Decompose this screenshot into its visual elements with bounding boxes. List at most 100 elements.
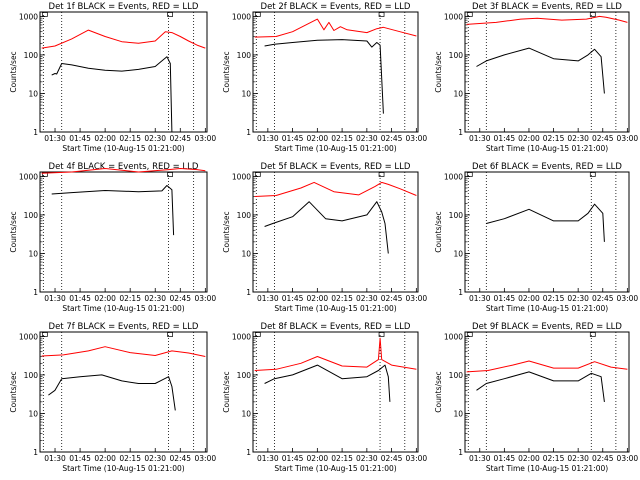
marker-box: [378, 332, 385, 337]
x-tick-label: 02:30: [144, 454, 166, 463]
x-tick-label: 01:45: [494, 294, 516, 303]
x-tick-label: 02:15: [119, 294, 141, 303]
x-tick-label: 02:00: [307, 134, 329, 143]
y-tick-label: 1: [458, 448, 463, 457]
y-tick-label: 10: [28, 409, 38, 418]
panel-2: Det 2f BLACK = Events, RED = LLD 1 10 100 10…: [222, 2, 427, 153]
marker-box: [589, 332, 596, 337]
y-tick-label: 10: [453, 249, 463, 258]
x-tick-label: 02:00: [518, 134, 540, 143]
lld-series-line: [254, 337, 417, 371]
x-tick-label: 03:00: [617, 294, 639, 303]
lld-series-line: [466, 15, 628, 25]
x-tick-label: 03:00: [406, 294, 428, 303]
x-axis-label: Start Time (10-Aug-15 01:21:00): [486, 304, 608, 313]
y-tick-label: 10: [453, 409, 463, 418]
y-tick-label: 100: [24, 211, 39, 220]
x-tick-label: 02:00: [307, 294, 329, 303]
events-series-line: [264, 201, 389, 254]
y-tick-label: 100: [237, 211, 252, 220]
lld-series-line: [254, 181, 417, 197]
x-tick-label: 02:00: [94, 294, 116, 303]
y-tick-label: 1000: [232, 332, 251, 341]
y-tick-label: 10: [453, 89, 463, 98]
events-series-line: [476, 371, 605, 402]
events-series-line: [476, 47, 605, 94]
x-tick-label: 02:45: [381, 294, 403, 303]
y-tick-label: 1: [33, 288, 38, 297]
x-tick-label: 02:00: [94, 454, 116, 463]
x-axis-label: Start Time (10-Aug-15 01:21:00): [62, 464, 184, 473]
x-tick-label: 01:45: [282, 134, 304, 143]
y-tick-label: 1000: [19, 172, 38, 181]
y-tick-label: 100: [237, 371, 252, 380]
panel-title: Det 6f BLACK = Events, RED = LLD: [472, 162, 622, 172]
panel-5: Det 5f BLACK = Events, RED = LLD 1 10 100 10…: [222, 162, 427, 313]
plot-frame: [39, 171, 208, 293]
y-tick-label: 100: [237, 51, 252, 60]
y-tick-label: 1000: [19, 12, 38, 21]
plot-frame: [464, 171, 630, 293]
x-tick-label: 02:30: [356, 134, 378, 143]
y-axis-label: Counts/sec: [434, 371, 443, 412]
x-axis-label: Start Time (10-Aug-15 01:21:00): [62, 144, 184, 153]
y-axis-label: Counts/sec: [9, 51, 18, 92]
y-tick-label: 100: [24, 371, 39, 380]
x-tick-label: 02:45: [169, 134, 191, 143]
x-tick-label: 02:00: [94, 134, 116, 143]
x-tick-label: 01:45: [69, 454, 91, 463]
panel-title: Det 9f BLACK = Events, RED = LLD: [472, 322, 622, 332]
y-tick-label: 1: [33, 448, 38, 457]
panel-1: Det 1f BLACK = Events, RED = LLD 1 10 100 10…: [9, 2, 216, 153]
y-tick-label: 100: [449, 211, 464, 220]
y-tick-label: 1: [458, 288, 463, 297]
marker-box: [589, 172, 596, 177]
x-tick-label: 03:00: [195, 134, 217, 143]
y-tick-label: 1000: [444, 332, 463, 341]
y-tick-label: 10: [241, 409, 251, 418]
y-tick-label: 1: [458, 128, 463, 137]
x-tick-label: 02:45: [381, 134, 403, 143]
x-tick-label: 03:00: [406, 454, 428, 463]
x-tick-label: 02:30: [567, 134, 589, 143]
x-tick-label: 01:30: [257, 454, 279, 463]
marker-box: [378, 12, 385, 17]
y-axis-label: Counts/sec: [222, 51, 231, 92]
x-axis-label: Start Time (10-Aug-15 01:21:00): [274, 304, 396, 313]
marker-box: [167, 12, 173, 17]
x-tick-label: 01:45: [282, 454, 304, 463]
marker-box: [167, 332, 173, 337]
events-series-line: [48, 374, 176, 411]
panel-title: Det 2f BLACK = Events, RED = LLD: [261, 2, 411, 12]
y-axis-label: Counts/sec: [9, 371, 18, 412]
y-tick-label: 10: [241, 89, 251, 98]
x-tick-label: 02:30: [356, 454, 378, 463]
y-axis-label: Counts/sec: [434, 211, 443, 252]
y-tick-label: 10: [28, 89, 38, 98]
plot-frame: [464, 11, 630, 133]
lld-series-line: [41, 168, 206, 174]
x-tick-label: 01:30: [44, 134, 66, 143]
x-tick-label: 02:15: [543, 134, 565, 143]
y-tick-label: 100: [449, 371, 464, 380]
panel-title: Det 4f BLACK = Events, RED = LLD: [49, 162, 199, 172]
x-tick-label: 03:00: [406, 134, 428, 143]
panel-title: Det 5f BLACK = Events, RED = LLD: [261, 162, 411, 172]
x-tick-label: 02:15: [543, 454, 565, 463]
panel-4: Det 4f BLACK = Events, RED = LLD 1 10 100 10…: [9, 162, 216, 313]
y-tick-label: 10: [241, 249, 251, 258]
x-tick-label: 03:00: [617, 134, 639, 143]
events-series-line: [486, 203, 605, 242]
panel-title: Det 8f BLACK = Events, RED = LLD: [261, 322, 411, 332]
x-axis-label: Start Time (10-Aug-15 01:21:00): [486, 144, 608, 153]
x-tick-label: 02:15: [331, 134, 353, 143]
y-tick-label: 1: [33, 128, 38, 137]
x-tick-label: 02:15: [331, 294, 353, 303]
x-tick-label: 01:30: [469, 294, 491, 303]
plot-frame: [252, 11, 419, 133]
y-tick-label: 100: [449, 51, 464, 60]
y-tick-label: 1: [246, 448, 251, 457]
x-tick-label: 03:00: [617, 454, 639, 463]
y-axis-label: Counts/sec: [434, 51, 443, 92]
marker-box: [589, 12, 596, 17]
